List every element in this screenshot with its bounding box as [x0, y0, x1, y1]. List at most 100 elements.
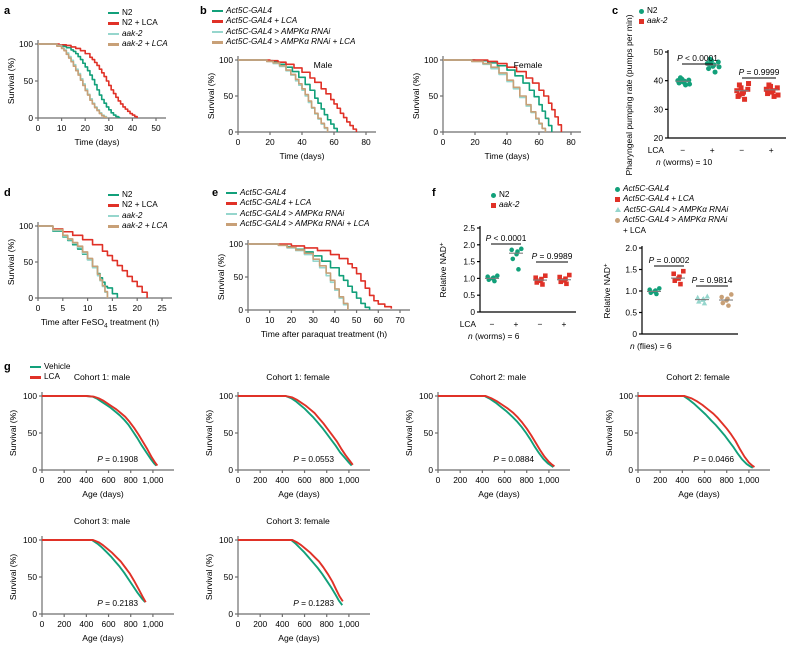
- y-axis-label: Survival (%): [411, 73, 421, 119]
- svg-text:60: 60: [534, 137, 544, 147]
- series-line: [238, 59, 329, 132]
- legend-item: Act5C-GAL4: [212, 6, 356, 16]
- panel-f-label: f: [432, 187, 436, 199]
- panel-d: d N2 N2 + LCA aak-2 aak-2 + LCA 0 50 100 0 5 10 1…: [0, 182, 210, 352]
- panel-f-right-legend: Act5C-GAL4 Act5C-GAL4 + LCA Act5C-GAL4 > A…: [612, 184, 728, 236]
- svg-text:20: 20: [287, 315, 297, 325]
- panel-f: f N2 aak-2 0 0.5 1.0 1.5 2.0 2.5 P < 0.0001 P = …: [428, 182, 801, 357]
- x-axis-label: Time (days): [279, 151, 324, 161]
- panel-d-legend: N2 N2 + LCA aak-2 aak-2 + LCA: [108, 190, 168, 232]
- svg-text:30: 30: [654, 104, 664, 114]
- panel-g-legend: Vehicle LCA: [30, 362, 70, 383]
- legend-item: aak-2 + LCA: [108, 39, 168, 49]
- y-axis-label: Survival (%): [8, 410, 18, 456]
- p-value-label: P = 0.9814: [692, 275, 733, 285]
- data-point-square: [558, 279, 564, 285]
- legend-item-label: Act5C-GAL4: [240, 188, 286, 197]
- series-line: [638, 395, 754, 469]
- data-point-square: [680, 268, 686, 274]
- legend-item: N2: [488, 190, 519, 200]
- series-line: [42, 539, 147, 603]
- panel-g-chart-cohort1-male: 0 50 100 0 200 400 600 800 1,000 Survival (%) Age …: [8, 372, 174, 499]
- legend-line-swatch: [30, 376, 41, 379]
- legend-item-label: aak-2 + LCA: [122, 221, 168, 231]
- svg-text:40: 40: [654, 76, 664, 86]
- svg-text:1,000: 1,000: [338, 619, 359, 629]
- legend-item-label: Act5C-GAL4 > AMPKα RNAi: [240, 208, 345, 218]
- svg-text:20: 20: [265, 137, 275, 147]
- series-line: [443, 59, 553, 132]
- svg-text:10: 10: [57, 123, 67, 133]
- svg-text:800: 800: [124, 475, 138, 485]
- svg-text:200: 200: [57, 619, 71, 629]
- data-point-square: [740, 89, 746, 95]
- x-group-value: −: [538, 319, 543, 329]
- svg-text:50: 50: [224, 572, 234, 582]
- legend-item-label: Act5C-GAL4 + LCA: [623, 194, 695, 204]
- legend-item-label: Act5C-GAL4 + LCA: [226, 16, 298, 26]
- series-line: [38, 225, 109, 298]
- svg-text:0: 0: [32, 609, 37, 619]
- svg-text:30: 30: [104, 123, 114, 133]
- svg-text:800: 800: [320, 619, 334, 629]
- svg-text:400: 400: [675, 475, 689, 485]
- data-point-square: [736, 82, 742, 88]
- legend-line-swatch: [226, 212, 237, 216]
- svg-text:400: 400: [79, 475, 93, 485]
- y-axis-label: Survival (%): [216, 254, 226, 300]
- svg-text:0.5: 0.5: [625, 308, 637, 318]
- series-line: [443, 59, 547, 132]
- legend-item: Act5C-GAL4: [612, 184, 728, 194]
- chart-title: Cohort 1: male: [74, 372, 131, 382]
- svg-text:30: 30: [308, 315, 318, 325]
- legend-item: N2: [108, 190, 168, 200]
- y-axis-label: Survival (%): [404, 410, 414, 456]
- p-value-annotation: P = 0.0466: [693, 454, 734, 464]
- p-value-annotation: P = 0.0553: [293, 454, 334, 464]
- legend-item-label: N2: [499, 190, 510, 199]
- svg-text:0: 0: [36, 123, 41, 133]
- legend-line-swatch: [108, 225, 119, 228]
- svg-text:20: 20: [81, 123, 91, 133]
- svg-text:0: 0: [28, 293, 33, 303]
- data-point-triangle: [704, 293, 710, 299]
- panel-a-legend: N2 N2 + LCA aak-2 aak-2 + LCA: [108, 8, 168, 50]
- data-point-circle: [647, 287, 652, 293]
- series-line: [238, 539, 344, 602]
- svg-text:800: 800: [520, 475, 534, 485]
- legend-circle-marker: [615, 186, 620, 192]
- svg-text:50: 50: [624, 428, 634, 438]
- x-axis-label: Age (days): [82, 489, 124, 499]
- legend-item: Act5C-GAL4 > AMPKα RNAi: [226, 209, 370, 219]
- svg-text:600: 600: [298, 619, 312, 629]
- data-point-circle: [726, 303, 731, 308]
- data-point-circle: [715, 59, 721, 65]
- x-axis-label: Time after paraquat treatment (h): [261, 329, 387, 339]
- data-point-circle: [728, 292, 734, 297]
- p-value-label: P < 0.0001: [486, 233, 527, 243]
- panel-f-left-chart: 0 0.5 1.0 1.5 2.0 2.5 P < 0.0001 P = 0.9989 Rela…: [438, 223, 576, 341]
- svg-text:15: 15: [108, 303, 118, 313]
- data-point-circle: [687, 81, 693, 87]
- svg-text:50: 50: [234, 272, 244, 282]
- p-value-annotation: P = 0.1908: [97, 454, 138, 464]
- data-point-circle: [712, 69, 718, 75]
- svg-text:10: 10: [265, 315, 275, 325]
- svg-text:100: 100: [219, 55, 233, 65]
- svg-text:0: 0: [246, 315, 251, 325]
- svg-text:100: 100: [23, 391, 37, 401]
- legend-item-label: N2 + LCA: [122, 18, 158, 28]
- legend-line-swatch: [108, 22, 119, 25]
- panel-g-label: g: [4, 361, 11, 373]
- legend-item: Act5C-GAL4 + LCA: [212, 16, 356, 26]
- svg-text:600: 600: [102, 619, 116, 629]
- series-line: [248, 243, 393, 309]
- svg-text:1.0: 1.0: [463, 273, 475, 283]
- data-point-square: [539, 276, 544, 282]
- legend-item: N2 + LCA: [108, 200, 168, 210]
- legend-line-swatch: [108, 204, 119, 207]
- panel-b-female-chart: 0 50 100 0 20 40 60 80 Survival (%) Time (days) Fe…: [411, 55, 581, 161]
- p-value-annotation: P = 0.1283: [293, 598, 334, 608]
- svg-text:50: 50: [224, 91, 234, 101]
- svg-text:1,000: 1,000: [338, 475, 359, 485]
